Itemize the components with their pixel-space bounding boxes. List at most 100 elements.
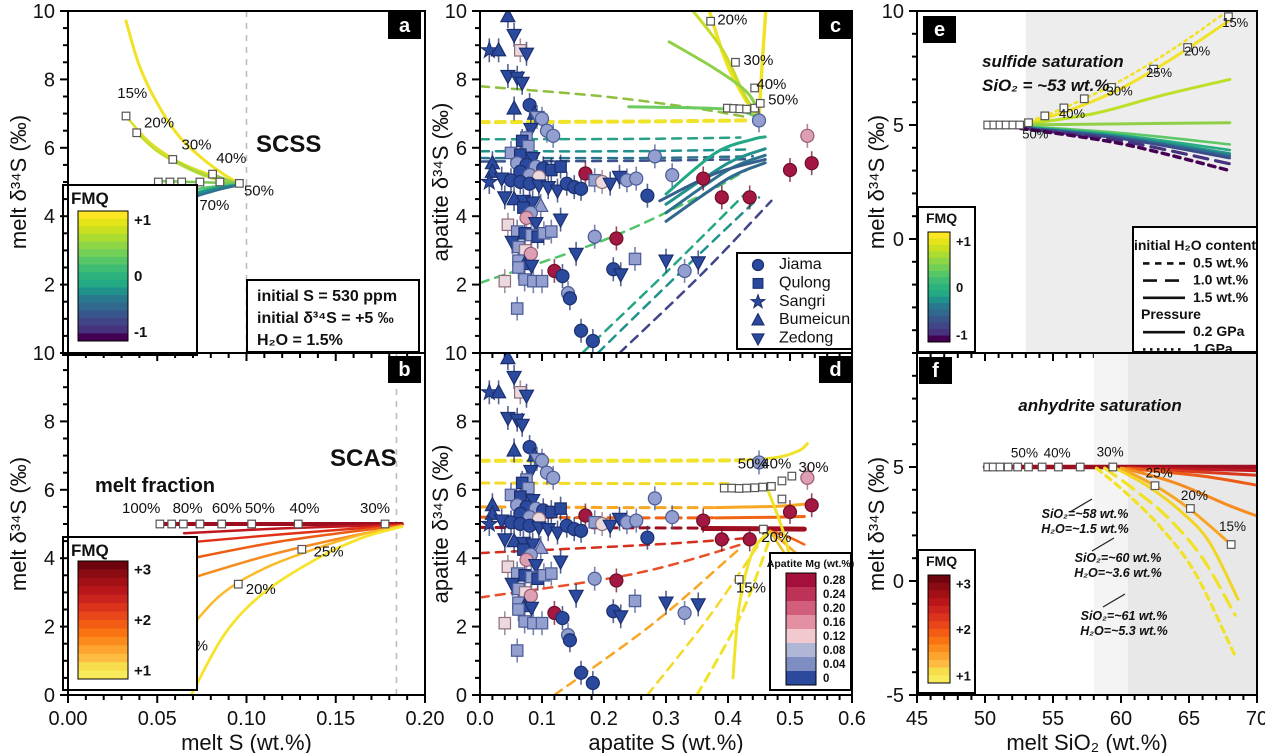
scatter-point-triangle-down [602,519,619,535]
scatter-point-triangle-down [568,589,585,605]
scatter-point-circle [751,258,765,272]
fraction-label: 20% [1181,488,1208,503]
y-tick-label: 6 [456,480,467,502]
scatter-point-circle [751,113,767,128]
panel-letter-a: a [388,12,421,39]
legend-item-label: Sangri [779,293,825,310]
scatter-point-triangle-down [751,333,765,347]
fraction-marker [168,155,178,164]
colorbar-tick: 0 [956,280,963,295]
axes: 0.00 0.05 0.10 0.15 0.20 10 8 6 4 2 0 melt S (wt.%)… [6,343,444,753]
colorbar-tick: -1 [134,324,147,341]
info-line: initial δ³⁴S = +5 ‰ [257,310,394,327]
model-curve [1018,126,1232,173]
fraction-marker [208,169,217,179]
x-tick-label: 45 [906,708,928,730]
fraction-marker [215,177,225,187]
fraction-label: 20% [717,12,747,29]
x-tick-label: 55 [1042,708,1064,730]
x-axis-title: melt S (wt.%) [181,730,312,753]
scatter-point-circle [573,523,589,538]
panel-letter-text: e [934,19,945,41]
colorbar-tick: +1 [134,212,151,229]
legend-item-label: Bumeicun [779,311,850,328]
panel-text: SiO₂ = ~53 wt.% [982,76,1109,95]
fraction-label: 30% [743,52,773,69]
legend-section-title: initial H₂O content [1134,237,1256,253]
model-curve [480,118,749,125]
scatter-point-square [510,644,524,657]
fraction-marker [167,519,177,529]
scatter-point-triangle-down [527,558,544,574]
model-curve [1018,18,1232,127]
fraction-label: 70% [199,197,229,214]
y-tick-label: 0 [893,229,904,251]
scatter-point-triangle-down [549,184,566,200]
fraction-marker [1059,103,1069,113]
scatter-point-square [501,218,515,232]
fraction-marker [787,471,797,481]
model-curve [664,161,767,223]
fraction-marker [1226,540,1236,549]
model-curve [1094,466,1237,658]
fraction-marker [1024,118,1033,128]
fraction-label: 25% [1146,465,1173,480]
fraction-marker [758,482,768,492]
scatter-point-triangle-down [506,370,523,386]
y-tick-label: 8 [44,411,55,433]
scatter-point-triangle-up [490,41,507,57]
scatter-point-circle [640,188,655,203]
scatter-point-square [535,616,549,630]
fraction-marker [293,519,303,529]
colorbar-tick: 0.16 [823,617,845,629]
model-curve [189,525,404,695]
fraction-marker [1003,462,1013,472]
fraction-label: 25% [314,543,344,560]
fraction-label: 15% [736,579,766,596]
scatter-point-circle [562,291,578,306]
scatter-point-triangle-down [690,598,707,614]
fraction-marker [1040,111,1050,121]
panel-letter-f: f [919,357,952,384]
scatter-point-triangle-up [751,312,765,326]
fraction-label: 40% [289,500,319,517]
scatter-point-triangle-up [532,197,549,213]
fraction-label: 50% [768,92,798,109]
y-tick-label: 4 [456,206,467,228]
scatter-point-triangle-down [496,533,513,549]
fraction-marker [755,98,765,108]
fraction-marker [155,519,165,529]
scatter-point-circle [562,633,578,648]
scatter-point-triangle-down [602,177,619,193]
panel-f: 50% 40% 30% 25% 20% 15% anhydrite saturation Si… [864,352,1265,753]
colorbar-title: FMQ [71,189,109,208]
scatter-point-circle [800,128,815,143]
fraction-label: 15% [1222,15,1248,30]
x-axis-title: apatite S (wt.%) [588,730,743,753]
model-curve [646,538,764,695]
scatter-point-circle [782,504,798,520]
scatter-point-triangle-down [496,191,513,207]
colorbar-fmq: FMQ +1 0 -1 [917,206,976,353]
y-tick-label: 5 [893,115,904,137]
colorbar-tick: 0.04 [823,659,846,671]
model-curve [178,524,404,642]
scatter-point-circle [640,530,655,545]
colorbar-fmq: FMQ +1 0 -1 [62,184,198,356]
model-curve [1021,12,1226,126]
colorbar-title: Apatite Mg (wt.%) [767,558,855,570]
panel-letter-text: b [398,359,410,381]
model-curve [1018,77,1232,127]
scatter-point-circle [696,513,711,528]
model-curve [480,481,730,486]
scatter-point-circle [609,231,624,246]
panel-text: SCAS [330,445,397,472]
fraction-marker [766,481,776,491]
legend-item-label: Zedong [779,330,833,347]
x-tick-label: 0.10 [227,708,266,730]
fraction-marker [1149,64,1159,74]
panel-e: 50% 40% 30% 25% 20% 15% sulfide saturation SiO₂… [864,1,1258,361]
fraction-marker [742,483,751,493]
scatter-point-circle [573,665,589,680]
